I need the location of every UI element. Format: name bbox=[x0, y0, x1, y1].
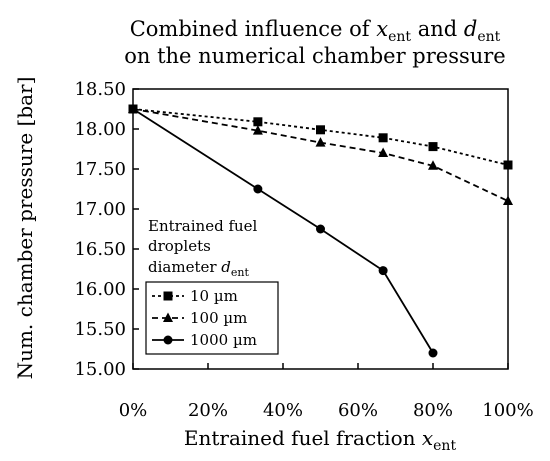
chart-title-line-2: on the numerical chamber pressure bbox=[124, 44, 506, 68]
data-point-series-3 bbox=[379, 266, 388, 275]
x-tick-label: 20% bbox=[188, 400, 228, 421]
data-point-series-3 bbox=[429, 349, 438, 358]
y-axis-label: Num. chamber pressure [bar] bbox=[13, 77, 37, 380]
x-axis-label-text: Entrained fuel fraction bbox=[184, 426, 422, 450]
y-tick-label: 17.50 bbox=[74, 159, 126, 180]
y-tick-label: 16.50 bbox=[74, 239, 126, 260]
y-tick-label: 18.00 bbox=[74, 119, 126, 140]
data-point-series-3 bbox=[316, 225, 325, 234]
legend-title-line-1: Entrained fuel bbox=[148, 217, 258, 235]
legend-label-1: 10 µm bbox=[190, 287, 238, 305]
legend-marker-3 bbox=[164, 336, 173, 345]
y-tick-label: 16.00 bbox=[74, 279, 126, 300]
data-point-series-1 bbox=[316, 125, 325, 134]
chart-title-line-1: Combined influence of xent and dent bbox=[130, 17, 501, 45]
legend-title-line-3: diameter dent bbox=[148, 258, 250, 279]
series-line-1 bbox=[133, 109, 508, 165]
legend-title-line-2: droplets bbox=[148, 237, 211, 255]
series-line-2 bbox=[133, 109, 508, 201]
x-tick-label: 100% bbox=[482, 400, 533, 421]
title-sub-x: ent bbox=[388, 29, 411, 45]
data-point-series-3 bbox=[253, 185, 262, 194]
x-axis-label-var: x bbox=[422, 426, 433, 450]
legend-title-var: d bbox=[221, 258, 231, 276]
data-point-series-1 bbox=[379, 133, 388, 142]
y-tick-label: 15.50 bbox=[74, 319, 126, 340]
data-point-series-1 bbox=[504, 161, 513, 170]
data-point-series-1 bbox=[429, 142, 438, 151]
title-var-d: d bbox=[464, 17, 477, 41]
title-prefix: Combined influence of bbox=[130, 17, 377, 41]
y-tick-label: 15.00 bbox=[74, 359, 126, 380]
legend: Entrained fuel droplets diameter dent 10… bbox=[146, 217, 278, 354]
title-mid: and bbox=[411, 17, 464, 41]
x-tick-label: 0% bbox=[119, 400, 148, 421]
y-tick-label: 18.50 bbox=[74, 79, 126, 100]
legend-label-2: 100 µm bbox=[190, 309, 247, 327]
x-axis-label: Entrained fuel fraction xent bbox=[184, 426, 457, 454]
legend-label-3: 1000 µm bbox=[190, 331, 257, 349]
data-point-series-2 bbox=[316, 137, 326, 147]
x-tick-label: 40% bbox=[263, 400, 303, 421]
y-tick-label: 17.00 bbox=[74, 199, 126, 220]
x-tick-label: 60% bbox=[338, 400, 378, 421]
legend-title-prefix: diameter bbox=[148, 258, 221, 276]
x-axis-label-sub: ent bbox=[433, 438, 456, 454]
legend-marker-1 bbox=[164, 292, 173, 301]
data-point-series-3 bbox=[129, 105, 138, 114]
title-var-x: x bbox=[376, 17, 388, 41]
x-tick-label: 80% bbox=[413, 400, 453, 421]
title-sub-d: ent bbox=[477, 29, 500, 45]
data-point-series-1 bbox=[253, 117, 262, 126]
legend-title-sub: ent bbox=[231, 266, 250, 279]
